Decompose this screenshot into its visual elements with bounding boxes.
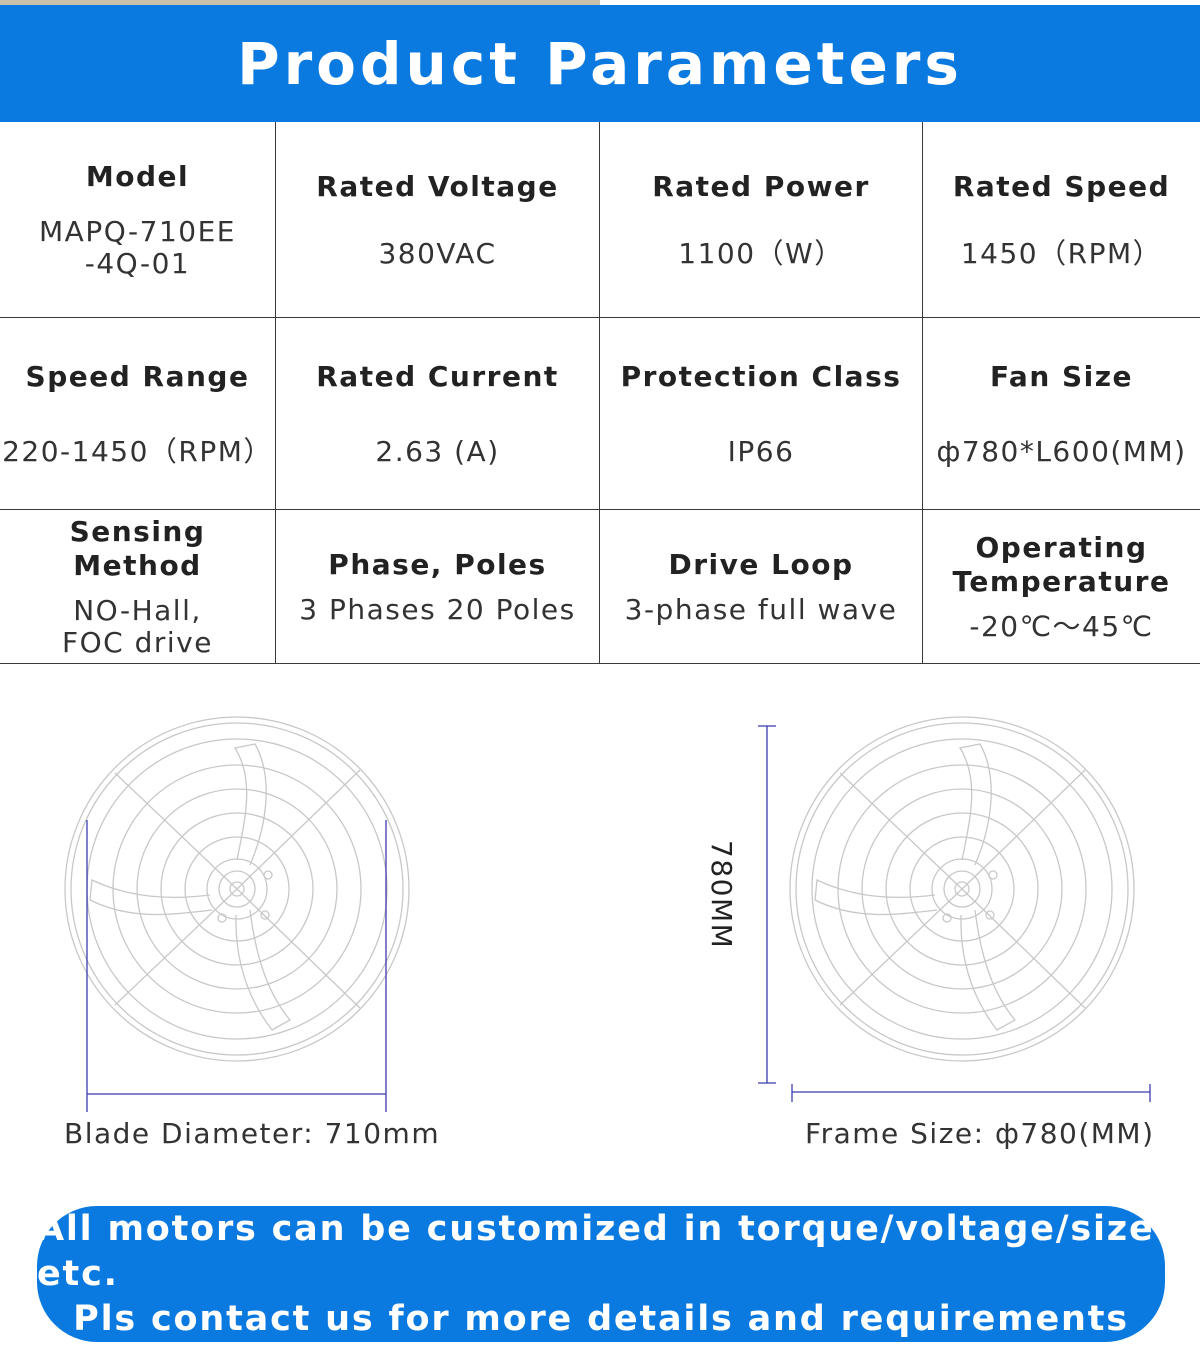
spec-cell-rated-speed: Rated Speed 1450（RPM） (923, 122, 1200, 317)
spec-label: Speed Range (25, 359, 250, 393)
spec-label: Model (85, 159, 190, 193)
spec-row: Speed Range 220-1450（RPM） Rated Current … (0, 318, 1200, 510)
spec-label: Rated Speed (952, 169, 1171, 203)
header-banner: Product Parameters (0, 5, 1200, 122)
fan-drawing-frame-size: 780MM (705, 716, 1151, 1102)
spec-value: 220-1450（RPM） (2, 434, 273, 468)
spec-cell-operating-temperature: Operating Temperature -20℃～45℃ (923, 510, 1200, 663)
spec-label: Fan Size (989, 359, 1134, 393)
spec-label: Sensing Method (69, 514, 206, 582)
spec-cell-fan-size: Fan Size ф780*L600(MM) (923, 318, 1200, 509)
footer-line-1: All motors can be customized in torque/v… (37, 1208, 1155, 1294)
spec-value: 3-phase full wave (624, 592, 898, 626)
spec-label: Drive Loop (668, 547, 854, 581)
spec-table: Model MAPQ-710EE -4Q-01 Rated Voltage 38… (0, 122, 1200, 664)
spec-value: IP66 (727, 434, 795, 468)
spec-label: Operating Temperature (952, 530, 1171, 598)
spec-label: Rated Voltage (316, 169, 559, 203)
vertical-dimension-label: 780MM (705, 840, 738, 949)
fan-drawing-blade-diameter (64, 716, 410, 1112)
spec-cell-protection-class: Protection Class IP66 (600, 318, 923, 509)
spec-cell-speed-range: Speed Range 220-1450（RPM） (0, 318, 276, 509)
spec-cell-drive-loop: Drive Loop 3-phase full wave (600, 510, 923, 663)
spec-value: NO-Hall, FOC drive (62, 593, 213, 659)
spec-cell-phase-poles: Phase, Poles 3 Phases 20 Poles (276, 510, 600, 663)
spec-value: ф780*L600(MM) (936, 434, 1187, 468)
footer-line-2: Pls contact us for more details and requ… (73, 1298, 1129, 1339)
blade-diameter-caption: Blade Diameter: 710mm (64, 1117, 441, 1150)
spec-cell-sensing-method: Sensing Method NO-Hall, FOC drive (0, 510, 276, 663)
spec-value: MAPQ-710EE -4Q-01 (39, 214, 236, 280)
frame-size-caption: Frame Size: ф780(MM) (805, 1117, 1155, 1150)
spec-cell-model: Model MAPQ-710EE -4Q-01 (0, 122, 276, 317)
spec-value: 1450（RPM） (960, 236, 1163, 270)
top-image-strip (0, 0, 600, 5)
spec-cell-rated-current: Rated Current 2.63 (A) (276, 318, 600, 509)
spec-row: Sensing Method NO-Hall, FOC drive Phase,… (0, 510, 1200, 664)
spec-label: Rated Current (316, 359, 559, 393)
spec-label: Protection Class (620, 359, 902, 393)
spec-cell-rated-voltage: Rated Voltage 380VAC (276, 122, 600, 317)
spec-label: Rated Power (652, 169, 870, 203)
spec-value: 1100（W） (678, 236, 844, 270)
spec-cell-rated-power: Rated Power 1100（W） (600, 122, 923, 317)
customization-banner: All motors can be customized in torque/v… (37, 1206, 1165, 1342)
spec-value: 380VAC (378, 236, 497, 270)
spec-label: Phase, Poles (328, 547, 547, 581)
page-title: Product Parameters (237, 29, 963, 98)
spec-value: -20℃～45℃ (969, 609, 1154, 643)
spec-row: Model MAPQ-710EE -4Q-01 Rated Voltage 38… (0, 122, 1200, 318)
spec-value: 2.63 (A) (375, 434, 500, 468)
spec-value: 3 Phases 20 Poles (299, 592, 576, 626)
